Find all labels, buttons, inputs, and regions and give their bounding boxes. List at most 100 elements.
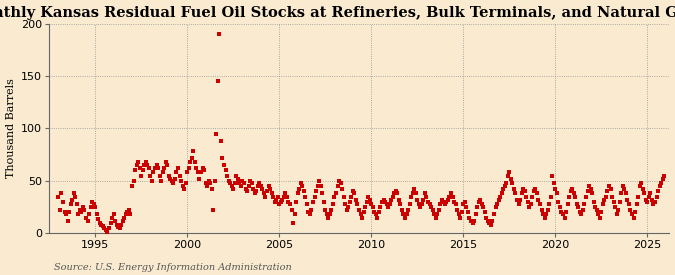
Point (230, 181, 240, 185)
Point (298, 189, 309, 194)
Point (477, 202, 487, 206)
Point (631, 202, 642, 206)
Point (585, 187, 596, 191)
Point (572, 202, 583, 206)
Point (161, 160, 171, 164)
Point (225, 181, 236, 185)
Point (78, 205, 88, 209)
Point (63, 210, 74, 214)
Point (346, 194, 356, 199)
Point (616, 191, 626, 196)
Point (493, 197, 504, 202)
Point (390, 189, 401, 194)
Point (188, 149, 198, 154)
Point (101, 228, 111, 232)
Point (541, 212, 551, 217)
Point (530, 187, 541, 191)
Point (237, 179, 248, 183)
Point (578, 208, 589, 212)
Point (116, 223, 127, 227)
Point (105, 221, 116, 225)
Point (645, 191, 656, 196)
Point (127, 184, 138, 188)
Point (460, 200, 470, 204)
Point (446, 191, 456, 196)
Point (589, 200, 599, 204)
Point (437, 197, 448, 202)
Point (168, 181, 179, 185)
Point (418, 197, 429, 202)
Point (618, 184, 628, 188)
Point (602, 189, 613, 194)
Point (159, 166, 169, 170)
Point (407, 191, 418, 196)
Point (130, 168, 140, 172)
Point (455, 215, 466, 220)
Point (579, 202, 590, 206)
Point (539, 215, 550, 220)
Point (423, 200, 433, 204)
Point (349, 191, 360, 196)
Point (531, 191, 542, 196)
Point (620, 191, 631, 196)
Point (597, 202, 608, 206)
Point (657, 177, 668, 181)
Point (329, 194, 340, 199)
Point (366, 202, 377, 206)
Point (113, 225, 124, 229)
Point (171, 170, 182, 175)
Point (174, 173, 185, 178)
Point (521, 194, 532, 199)
Point (190, 160, 200, 164)
Point (236, 184, 246, 188)
Point (542, 208, 553, 212)
Point (76, 210, 87, 214)
Point (485, 223, 496, 227)
Point (238, 181, 249, 185)
Point (433, 208, 444, 212)
Point (538, 212, 549, 217)
Point (412, 197, 423, 202)
Point (90, 205, 101, 209)
Point (186, 156, 197, 160)
Point (622, 197, 633, 202)
Point (564, 194, 574, 199)
Point (333, 179, 344, 183)
Point (398, 212, 409, 217)
Point (427, 208, 438, 212)
Point (55, 208, 65, 212)
Point (67, 197, 78, 202)
Point (603, 184, 614, 188)
Point (654, 184, 665, 188)
Point (108, 212, 119, 217)
Point (137, 168, 148, 172)
Point (590, 205, 601, 209)
Point (389, 191, 400, 196)
Point (178, 184, 188, 188)
Point (559, 215, 570, 220)
Point (536, 208, 547, 212)
Point (462, 210, 473, 214)
Point (151, 163, 162, 167)
Point (124, 208, 134, 212)
Point (582, 189, 593, 194)
Point (355, 212, 366, 217)
Point (413, 202, 424, 206)
Point (409, 187, 420, 191)
Point (619, 187, 630, 191)
Point (200, 181, 211, 185)
Point (148, 170, 159, 175)
Point (504, 170, 515, 175)
Point (249, 191, 260, 196)
Point (373, 210, 384, 214)
Point (443, 197, 454, 202)
Point (283, 200, 294, 204)
Point (647, 197, 657, 202)
Point (484, 221, 495, 225)
Point (65, 202, 76, 206)
Point (456, 210, 467, 214)
Point (518, 187, 529, 191)
Point (209, 179, 220, 183)
Point (297, 184, 308, 188)
Point (70, 194, 80, 199)
